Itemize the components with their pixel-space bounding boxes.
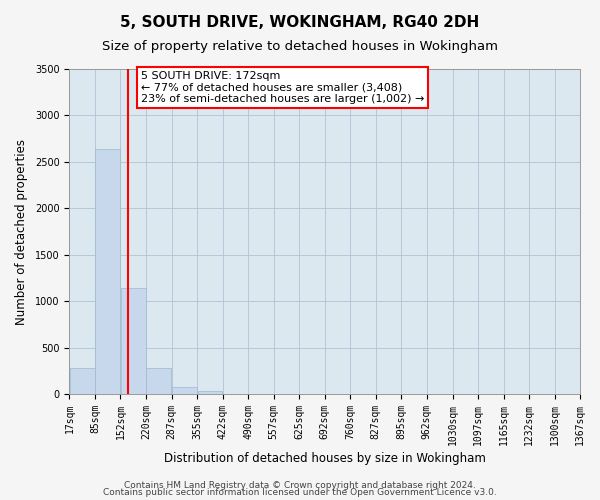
X-axis label: Distribution of detached houses by size in Wokingham: Distribution of detached houses by size …: [164, 452, 485, 465]
Bar: [197, 392, 223, 394]
Bar: [95, 149, 120, 394]
Text: 5, SOUTH DRIVE, WOKINGHAM, RG40 2DH: 5, SOUTH DRIVE, WOKINGHAM, RG40 2DH: [121, 15, 479, 30]
Bar: [172, 387, 197, 394]
Y-axis label: Number of detached properties: Number of detached properties: [15, 138, 28, 324]
Text: 5 SOUTH DRIVE: 172sqm
← 77% of detached houses are smaller (3,408)
23% of semi-d: 5 SOUTH DRIVE: 172sqm ← 77% of detached …: [141, 70, 424, 104]
Text: Size of property relative to detached houses in Wokingham: Size of property relative to detached ho…: [102, 40, 498, 53]
Text: Contains HM Land Registry data © Crown copyright and database right 2024.: Contains HM Land Registry data © Crown c…: [124, 480, 476, 490]
Bar: [146, 368, 171, 394]
Bar: [121, 288, 146, 394]
Text: Contains public sector information licensed under the Open Government Licence v3: Contains public sector information licen…: [103, 488, 497, 497]
Bar: [70, 368, 95, 394]
